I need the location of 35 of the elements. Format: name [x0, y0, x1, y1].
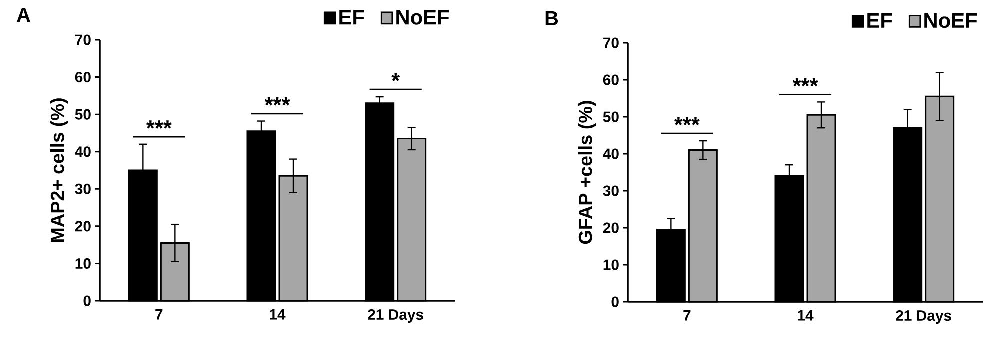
- x-tick-label: 7: [684, 310, 691, 321]
- y-tick-label: 10: [604, 260, 619, 270]
- y-tick-label: 70: [76, 34, 91, 46]
- y-tick-label: 40: [603, 148, 619, 160]
- y-tick-label: 30: [75, 184, 91, 194]
- annotation: ***: [146, 120, 172, 129]
- annotation: ***: [674, 117, 700, 126]
- legend-label: EF: [868, 14, 892, 28]
- y-tick-label: 20: [75, 221, 91, 232]
- annotation: ***: [792, 78, 818, 87]
- legend-label: NoEF: [396, 10, 450, 25]
- y-tick-label: 60: [75, 72, 91, 83]
- y-tick-label: 50: [603, 112, 619, 122]
- y-tick-label: 50: [75, 109, 91, 120]
- x-tick-label: 21 Days: [368, 309, 424, 324]
- y-tick-label: 60: [603, 74, 619, 86]
- legend-label: EF: [340, 10, 364, 25]
- y-tick-label: 30: [603, 186, 619, 196]
- y-tick-label: 40: [75, 146, 91, 158]
- chart-title: A: [17, 8, 30, 22]
- x-tick-label: 21 Days: [896, 310, 952, 324]
- x-tick-label: 14: [798, 310, 814, 321]
- chart-title: B: [546, 12, 558, 26]
- y-tick-label: 70: [604, 38, 619, 48]
- x-tick-label: 14: [270, 310, 286, 320]
- y-axis-title: MAP2+ cells (%): [50, 98, 68, 242]
- legend-label: NoEF: [924, 14, 978, 28]
- y-tick-label: 0: [612, 296, 619, 308]
- y-tick-label: 0: [84, 296, 91, 306]
- annotation: ***: [264, 98, 290, 106]
- y-tick-label: 10: [76, 258, 91, 269]
- y-tick-label: 20: [603, 222, 619, 234]
- y-axis-title: GFAP +cells (%): [578, 101, 596, 244]
- x-tick-label: 7: [156, 310, 163, 320]
- annotation: *: [392, 73, 400, 82]
